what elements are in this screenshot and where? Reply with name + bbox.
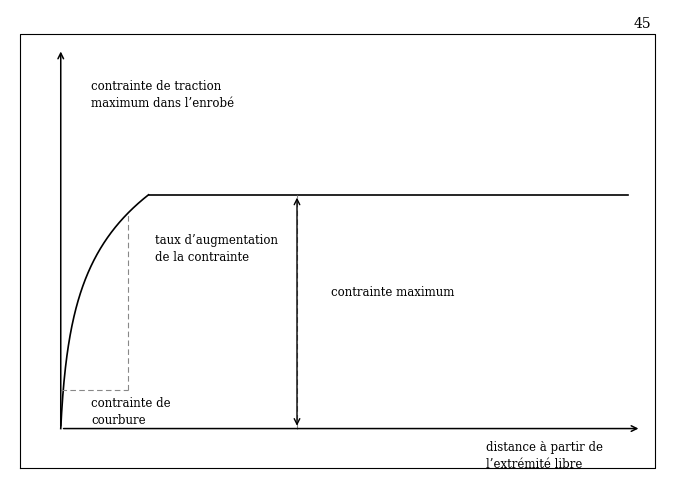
Text: contrainte de traction
maximum dans l’enrobé: contrainte de traction maximum dans l’en… — [91, 80, 234, 111]
Text: contrainte de
courbure: contrainte de courbure — [91, 397, 171, 427]
Text: distance à partir de
l’extrémité libre: distance à partir de l’extrémité libre — [486, 441, 603, 471]
Text: 45: 45 — [634, 17, 651, 31]
Text: contrainte maximum: contrainte maximum — [331, 286, 454, 299]
Text: taux d’augmentation
de la contrainte: taux d’augmentation de la contrainte — [155, 234, 278, 264]
